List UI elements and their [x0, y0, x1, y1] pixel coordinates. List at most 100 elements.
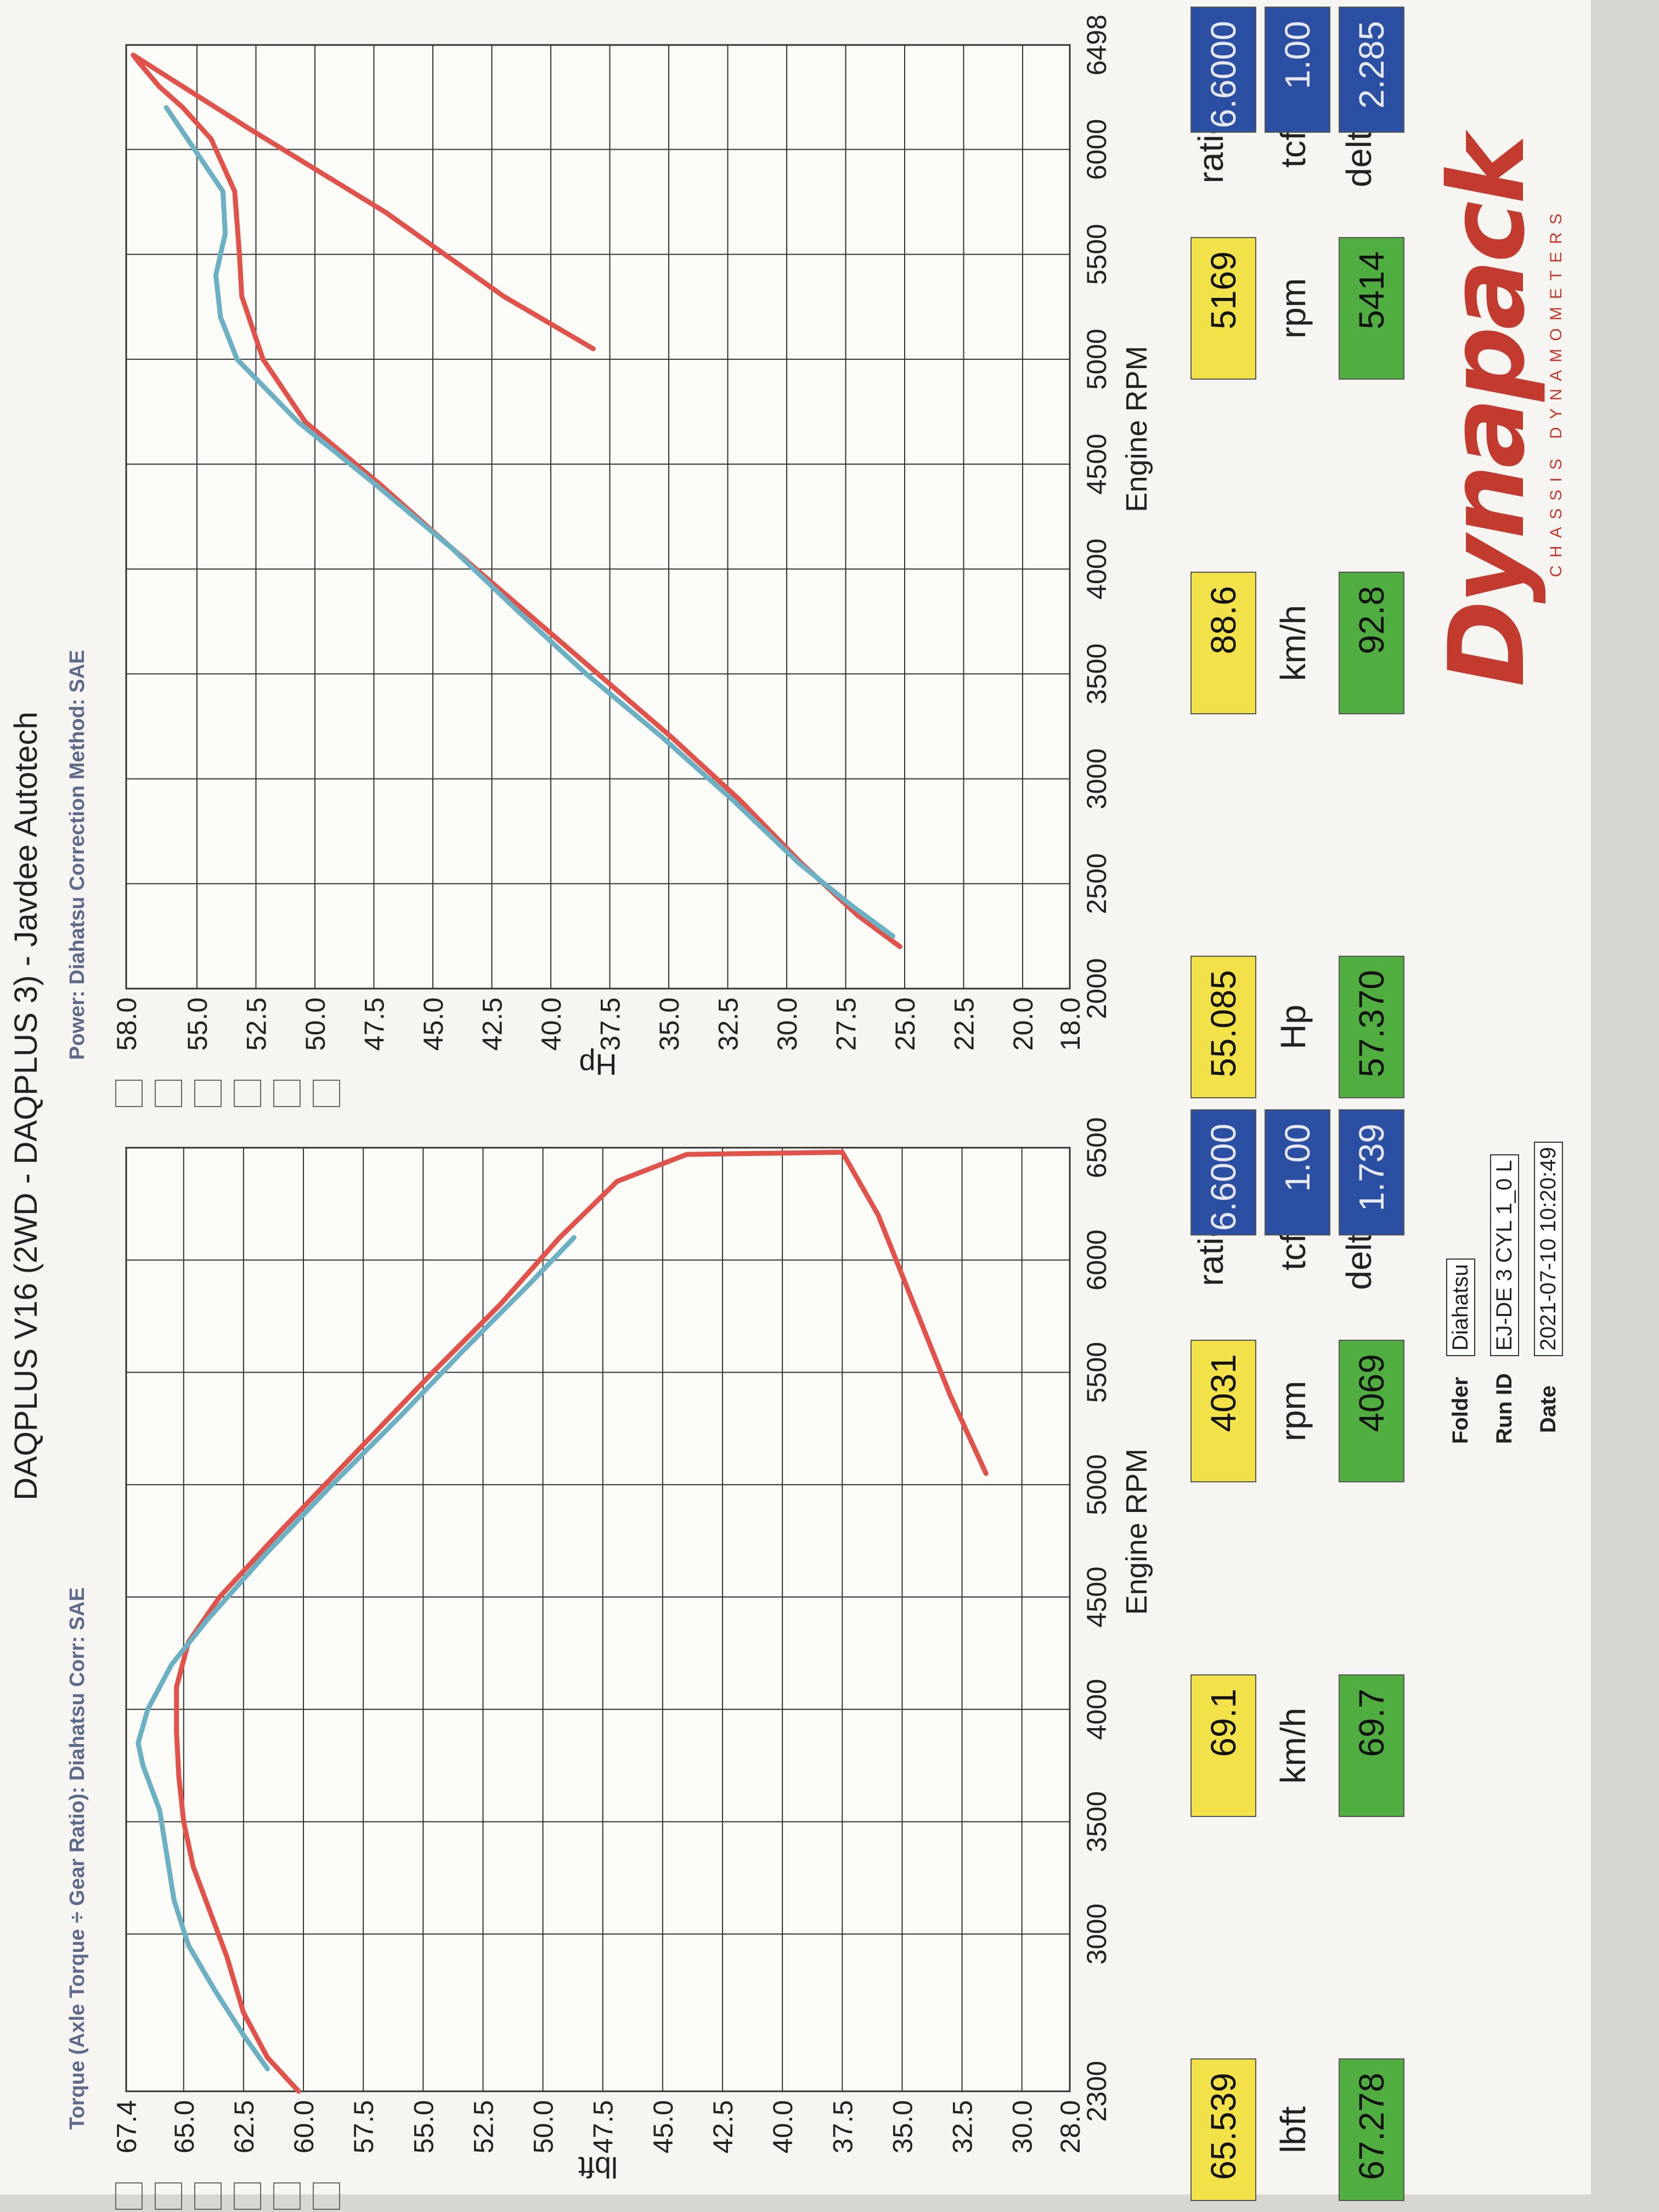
x-tick-label: 2500: [1081, 853, 1112, 914]
runid-value: EJ-DE 3 CYL 1_0 L: [1490, 1154, 1519, 1356]
swatch-green: [155, 2182, 182, 2210]
torque-value-run1: 65.539: [1190, 2058, 1256, 2201]
y-tick-label: 47.5: [588, 2100, 619, 2153]
x-tick-label: 3500: [1081, 644, 1112, 704]
folder-value: Diahatsu: [1446, 1259, 1475, 1356]
x-tick-label: 3500: [1081, 1791, 1112, 1852]
series-line-1: [174, 1149, 989, 2094]
x-axis-label: Engine RPM: [1120, 1448, 1153, 1615]
x-tick-label: 4000: [1081, 1679, 1112, 1740]
power-chart: 58.0 55.0 52.5 50.0 47.5 45.0 42.5 40.0 37.5 35.0…: [0, 12, 1210, 1109]
date-label: Date: [1536, 1385, 1560, 1433]
unit-kmh: km/h: [1273, 1707, 1313, 1784]
x-tick-label: 6000: [1081, 1229, 1112, 1290]
y-tick-label: 32.5: [947, 2100, 978, 2153]
x-tick-label: 3000: [1081, 1904, 1112, 1965]
swatch-pink: [234, 2182, 261, 2210]
y-tick-label: 65.0: [169, 2100, 200, 2153]
plot-area: 67.4 65.0 62.5 60.0 57.5 55.0 52.5 50.0 47.5 45.0…: [111, 1117, 1153, 2183]
y-tick-label: 42.5: [708, 2100, 738, 2153]
swatch-orange: [313, 2182, 340, 2210]
ratio-value: 6.6000: [1190, 7, 1256, 133]
y-tick-label: 25.0: [890, 997, 921, 1051]
y-tick-label: 37.5: [595, 997, 626, 1051]
y-tick-label: 27.5: [831, 997, 862, 1051]
rpm-value-run2: 4069: [1339, 1340, 1404, 1482]
unit-kmh: km/h: [1273, 605, 1313, 681]
y-tick-label: 22.5: [949, 997, 980, 1051]
y-tick-label: 42.5: [477, 997, 508, 1051]
unit-rpm: rpm: [1273, 278, 1313, 339]
y-tick-label: 58.0: [111, 997, 142, 1051]
y-tick-label: 60.0: [289, 2100, 319, 2153]
y-tick-label: 35.0: [654, 997, 685, 1051]
x-tick-label: 5500: [1081, 1342, 1112, 1403]
x-tick-label: 6498: [1081, 14, 1112, 75]
y-tick-label: 30.0: [1007, 2100, 1038, 2153]
x-tick-label: 5000: [1081, 329, 1112, 390]
x-tick-label: 5500: [1081, 224, 1112, 285]
y-tick-label: 57.5: [348, 2100, 379, 2153]
swatch-orange: [313, 1080, 340, 1107]
plot-frame: [125, 44, 1071, 990]
x-tick-label: 2000: [1081, 958, 1112, 1019]
swatch-blue: [194, 2182, 222, 2210]
unit-lbft: lbft: [1273, 2106, 1313, 2153]
series-line-2: [136, 1235, 577, 2072]
speed-value-run2: 69.7: [1339, 1674, 1404, 1817]
date-value: 2021-07-10 10:20:49: [1534, 1141, 1563, 1356]
swatch-blue: [194, 1080, 222, 1107]
rpm-value-run1: 4031: [1190, 1340, 1256, 1482]
tcf-value: 1.00: [1265, 1109, 1330, 1235]
y-tick-label: 45.0: [648, 2100, 679, 2153]
x-tick-label: 5000: [1081, 1454, 1112, 1515]
x-axis-label: Engine RPM: [1120, 346, 1153, 512]
tcf-value: 1.00: [1265, 7, 1330, 133]
ratio-value: 6.6000: [1190, 1109, 1256, 1235]
power-value-run2: 57.370: [1339, 956, 1404, 1098]
speed-value-run2: 92.8: [1339, 572, 1404, 714]
y-tick-label: 50.0: [528, 2100, 559, 2153]
x-tick-label: 2300: [1081, 2061, 1112, 2121]
y-tick-label: 62.5: [229, 2100, 259, 2153]
speed-value-run1: 88.6: [1190, 572, 1256, 714]
dynapack-logo-sub: CHASSIS DYNAMOMETERS: [1547, 206, 1565, 577]
folder-label: Folder: [1448, 1376, 1472, 1444]
torque-chart-svg: 67.4 65.0 62.5 60.0 57.5 55.0 52.5 50.0 47.5 45.0…: [111, 1117, 1153, 2183]
x-tick-label: 3000: [1081, 748, 1112, 809]
unit-hp: Hp: [1273, 1005, 1313, 1049]
swatch-red: [115, 2182, 143, 2210]
y-tick-label: 45.0: [418, 997, 449, 1051]
y-tick-label: 20.0: [1008, 997, 1039, 1051]
x-tick-label: 4500: [1081, 1566, 1112, 1627]
x-tick-label: 4500: [1081, 433, 1112, 494]
y-tick-label: 52.5: [468, 2100, 499, 2153]
dyno-sheet: DAQPLUS V16 (2WD - DAQPLUS 3) - Javdee A…: [0, 0, 1591, 2210]
dynapack-logo: Dynapack: [1426, 138, 1548, 687]
y-axis-label: lbft: [578, 2151, 618, 2183]
plot-area: 58.0 55.0 52.5 50.0 47.5 45.0 42.5 40.0 37.5 35.0…: [111, 14, 1153, 1081]
y-tick-label: 28.0: [1055, 2100, 1086, 2153]
y-tick-label: 40.0: [768, 2100, 798, 2153]
swatch-pink: [234, 1080, 261, 1107]
y-tick-label: 52.5: [241, 997, 272, 1051]
y-tick-label: 55.0: [408, 2100, 439, 2153]
y-tick-label: 37.5: [827, 2100, 858, 2153]
torque-value-run2: 67.278: [1339, 2058, 1404, 2201]
power-chart-svg: 58.0 55.0 52.5 50.0 47.5 45.0 42.5 40.0 37.5 35.0…: [111, 14, 1153, 1081]
swatch-cyan: [273, 2182, 301, 2210]
y-tick-label: 47.5: [359, 997, 390, 1051]
plot-frame: [125, 1147, 1071, 2092]
swatch-green: [155, 1080, 182, 1107]
rpm-value-run1: 5169: [1190, 237, 1256, 380]
swatch-red: [115, 1080, 143, 1107]
torque-chart: 67.4 65.0 62.5 60.0 57.5 55.0 52.5 50.0 47.5 45.0…: [0, 1115, 1210, 2212]
y-tick-label: 32.5: [713, 997, 744, 1051]
y-tick-label: 67.4: [111, 2100, 142, 2153]
y-tick-label: 35.0: [887, 2100, 918, 2153]
y-tick-label: 18.0: [1055, 997, 1086, 1051]
swatch-cyan: [273, 1080, 301, 1107]
series-line-1: [131, 52, 902, 949]
y-tick-label: 50.0: [300, 997, 331, 1051]
